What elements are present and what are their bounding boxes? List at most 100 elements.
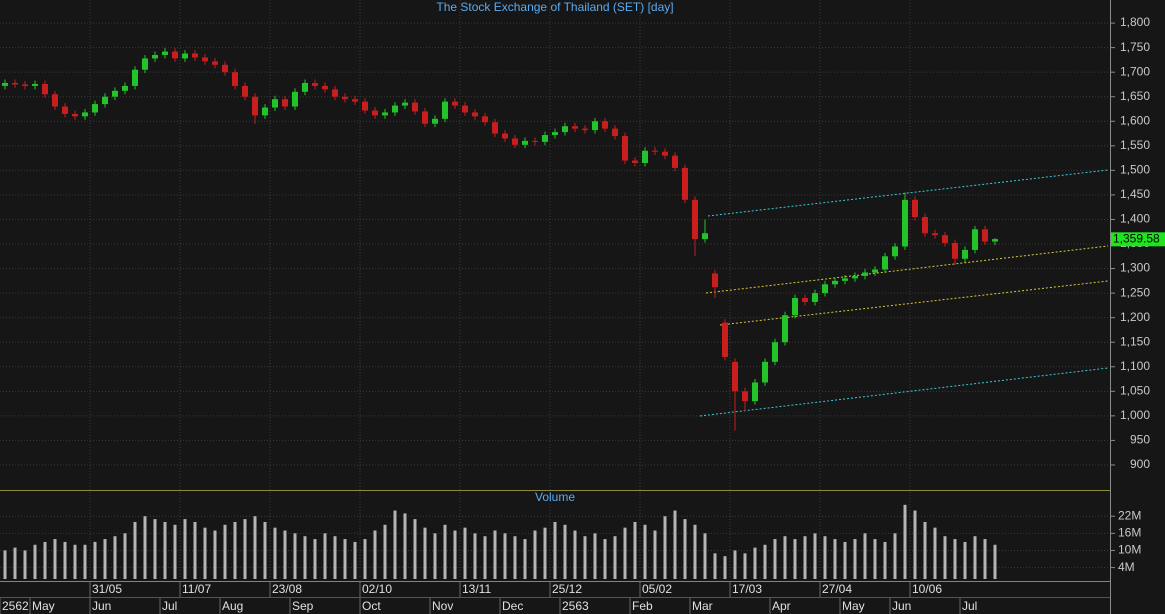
candle-body xyxy=(312,82,318,86)
candle-body xyxy=(282,99,288,107)
candle-body xyxy=(222,64,228,73)
volume-bar xyxy=(243,519,247,579)
volume-bar xyxy=(173,524,177,579)
volume-bar xyxy=(693,524,697,579)
volume-bar xyxy=(133,521,137,579)
volume-bar xyxy=(983,539,987,579)
volume-bar xyxy=(613,536,617,579)
volume-bar xyxy=(13,547,17,579)
candle-body xyxy=(452,101,458,106)
x-tick-label: 10/06 xyxy=(912,582,942,596)
candle-body xyxy=(462,105,468,113)
volume-bar xyxy=(683,519,687,579)
volume-title: Volume xyxy=(535,490,575,504)
x-month-label: Jul xyxy=(162,599,177,613)
candle-body xyxy=(202,57,208,62)
candle-body xyxy=(652,150,658,152)
candle-body xyxy=(712,273,718,288)
candle-body xyxy=(182,53,188,59)
candle-body xyxy=(422,111,428,124)
candle-body xyxy=(32,83,38,86)
x-tick-label: 05/02 xyxy=(642,582,672,596)
candle-body xyxy=(392,105,398,113)
volume-bar xyxy=(113,536,117,579)
volume-bar xyxy=(73,544,77,579)
candle-body xyxy=(762,361,768,383)
volume-bar xyxy=(453,530,457,579)
volume-bar xyxy=(403,513,407,579)
candle-body xyxy=(242,85,248,97)
volume-bar xyxy=(563,524,567,579)
y-tick-label: 1,300 xyxy=(1120,261,1150,275)
volume-bar xyxy=(483,536,487,579)
volume-bar xyxy=(493,530,497,579)
volume-bar xyxy=(573,530,577,579)
candle-body xyxy=(472,112,478,117)
candle-body xyxy=(502,133,508,139)
volume-bar xyxy=(723,556,727,579)
volume-bar xyxy=(773,539,777,579)
volume-bar xyxy=(353,541,357,579)
volume-bar xyxy=(363,539,367,579)
volume-bar xyxy=(893,533,897,579)
x-month-label: Aug xyxy=(222,599,243,613)
x-tick-label: 23/08 xyxy=(272,582,302,596)
trend-line xyxy=(705,245,1109,294)
x-tick-label: 13/11 xyxy=(462,582,491,596)
candle-body xyxy=(332,89,338,97)
volume-bar xyxy=(753,547,757,579)
candle-body xyxy=(612,128,618,137)
volume-bar xyxy=(433,533,437,579)
volume-bar xyxy=(543,527,547,579)
volume-bar xyxy=(553,521,557,579)
candle-body xyxy=(522,140,528,145)
candle-body xyxy=(802,298,808,302)
candle-body xyxy=(752,382,758,402)
trend-line xyxy=(707,169,1109,217)
volume-tick-label: 4M xyxy=(1118,560,1135,574)
volume-bar xyxy=(253,516,257,579)
volume-bar xyxy=(223,524,227,579)
volume-bar xyxy=(953,539,957,579)
candle-body xyxy=(622,136,628,161)
y-tick-label: 1,550 xyxy=(1120,138,1150,152)
candle-body xyxy=(22,84,28,86)
x-month-label: Jun xyxy=(892,599,911,613)
candle-body xyxy=(122,85,128,91)
volume-bar xyxy=(143,516,147,579)
candle-body xyxy=(62,106,68,114)
last-price-box xyxy=(1111,232,1165,247)
candle-body xyxy=(192,53,198,58)
candle-body xyxy=(962,249,968,259)
candle-body xyxy=(112,90,118,97)
candle-body xyxy=(602,121,608,129)
volume-bar xyxy=(503,533,507,579)
volume-bar xyxy=(583,536,587,579)
candle-body xyxy=(782,315,788,343)
volume-bar xyxy=(533,530,537,579)
candle-body xyxy=(162,51,168,55)
candle-body xyxy=(512,138,518,145)
x-tick-label: 31/05 xyxy=(92,582,122,596)
y-tick-label: 1,700 xyxy=(1120,64,1150,78)
candle-body xyxy=(582,128,588,131)
x-month-label: Dec xyxy=(502,599,523,613)
volume-bar xyxy=(833,539,837,579)
x-month-label: Feb xyxy=(632,599,653,613)
trend-line xyxy=(699,367,1109,417)
volume-tick-label: 16M xyxy=(1118,526,1141,540)
x-month-label: Mar xyxy=(692,599,713,613)
volume-bar xyxy=(763,544,767,579)
candle-body xyxy=(922,217,928,234)
candle-body xyxy=(232,72,238,86)
candle-body xyxy=(562,126,568,133)
candle-body xyxy=(52,94,58,107)
candle-body xyxy=(352,99,358,102)
candle-body xyxy=(152,54,158,59)
x-tick-label: 02/10 xyxy=(362,582,392,596)
volume-bar xyxy=(813,533,817,579)
y-tick-label: 1,750 xyxy=(1120,40,1150,54)
candle-body xyxy=(972,229,978,250)
y-tick-label: 1,500 xyxy=(1120,163,1150,177)
